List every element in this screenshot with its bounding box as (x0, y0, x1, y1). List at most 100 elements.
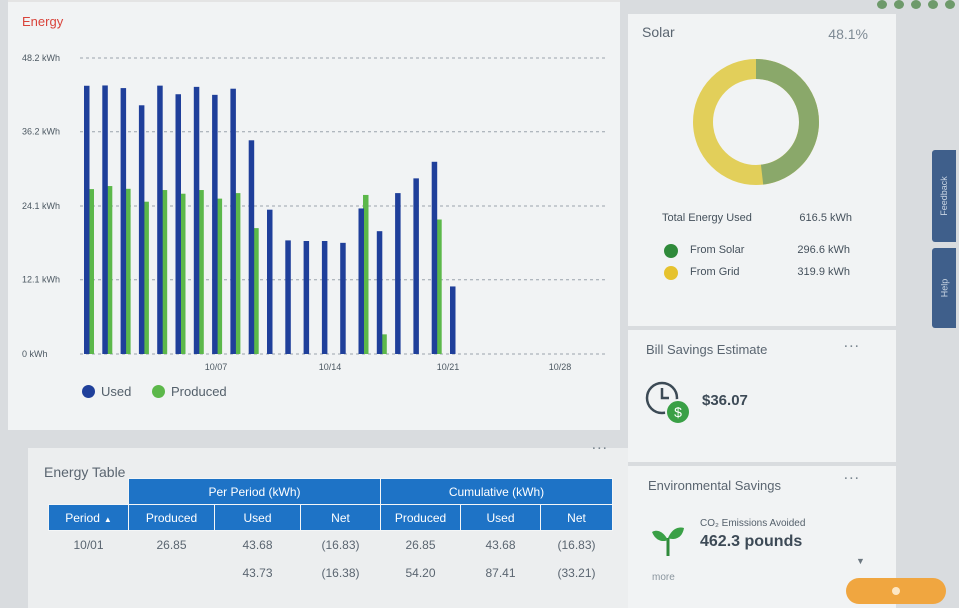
produced-column-header[interactable]: Produced (128, 504, 215, 531)
total-energy-row: Total Energy Used 616.5 kWh (662, 212, 852, 224)
produced-bar (106, 186, 113, 354)
used-bar (285, 240, 291, 354)
legend-used[interactable]: Used (82, 384, 131, 399)
used-dot-icon (82, 385, 95, 398)
produced-bar (381, 334, 387, 354)
from-solar-value: 296.6 kWh (797, 244, 850, 256)
toolbar-icon[interactable] (894, 0, 904, 9)
produced-bar (363, 194, 369, 354)
table-row: 10/01 26.85 43.68 (16.83) 26.85 43.68 (1… (49, 531, 613, 559)
used-bar (120, 88, 127, 355)
clock-dollar-icon: $ (645, 381, 691, 425)
produced-bar (125, 188, 131, 354)
used-bar (84, 85, 90, 354)
co2-value: 462.3 pounds (700, 533, 803, 550)
y-tick-label: 36.2 kWh (22, 127, 60, 137)
bill-more-button[interactable]: ... (843, 334, 860, 351)
toolbar-icon[interactable] (928, 0, 938, 9)
sort-up-icon: ▲ (103, 514, 112, 524)
toolbar-icon[interactable] (911, 0, 921, 9)
more-link[interactable]: more (652, 572, 675, 583)
used-bar (395, 193, 401, 354)
solar-donut-chart (693, 59, 819, 185)
environmental-title: Environmental Savings (648, 478, 781, 493)
from-grid-row: From Grid 319.9 kWh (690, 266, 850, 278)
help-label: Help (938, 278, 949, 298)
feedback-tab[interactable]: Feedback (932, 150, 956, 242)
energy-title: Energy (22, 14, 64, 29)
table-cell: 43.68 (242, 537, 273, 552)
toolbar-icon[interactable] (877, 0, 887, 9)
used-bar (376, 231, 383, 354)
used-bar (157, 85, 163, 354)
from-grid-label: From Grid (690, 266, 740, 278)
produced-bar (234, 193, 241, 354)
solar-title: Solar (642, 24, 675, 40)
chevron-down-icon[interactable]: ▼ (856, 556, 865, 566)
solar-leaf-icon (664, 244, 678, 258)
table-cell: (16.38) (321, 565, 360, 580)
used-bar (102, 85, 108, 354)
produced-bar (436, 219, 442, 354)
total-energy-label: Total Energy Used (662, 212, 752, 224)
co2-label: CO₂ Emissions Avoided (700, 518, 806, 529)
energy-table: Per Period (kWh) Cumulative (kWh) Period… (48, 478, 613, 587)
help-tab[interactable]: Help (932, 248, 956, 328)
used-column-header[interactable]: Used (214, 504, 301, 531)
y-tick-label: 0 kWh (22, 349, 48, 359)
table-cell: 43.68 (485, 537, 516, 552)
used-bar (193, 86, 200, 354)
table-cell: (16.83) (557, 537, 596, 552)
produced-bar (216, 198, 223, 354)
sprout-icon (652, 527, 684, 556)
cum-produced-column-header[interactable]: Produced (380, 504, 461, 531)
grid-bulb-icon (664, 266, 678, 280)
x-tick-label: 10/07 (205, 362, 228, 372)
used-bar (358, 208, 364, 354)
chat-icon (892, 587, 900, 595)
feedback-label: Feedback (939, 176, 949, 216)
solar-slice (693, 59, 819, 185)
used-bar (340, 242, 346, 354)
used-bar (138, 105, 145, 354)
env-more-button[interactable]: ... (843, 466, 860, 483)
bill-savings-amount: $36.07 (702, 392, 748, 409)
table-cell: 26.85 (405, 537, 436, 552)
legend-produced-label: Produced (171, 384, 227, 399)
bill-savings-title: Bill Savings Estimate (646, 342, 768, 357)
used-bar (212, 94, 218, 355)
produced-bar (198, 190, 204, 354)
cum-used-column-header[interactable]: Used (460, 504, 541, 531)
table-cell: 87.41 (485, 565, 516, 580)
table-cell (129, 559, 215, 587)
used-bar (267, 209, 273, 354)
period-column-header[interactable]: Period ▲ (48, 504, 129, 531)
energy-table-panel: ... Energy Table Per Period (kWh) Cumula… (28, 436, 628, 608)
from-solar-row: From Solar 296.6 kWh (690, 244, 850, 256)
cumulative-header: Cumulative (kWh) (380, 478, 613, 505)
table-cell: (16.83) (321, 537, 360, 552)
y-tick-label: 48.2 kWh (22, 53, 60, 63)
table-cell: (33.21) (557, 565, 596, 580)
net-column-header[interactable]: Net (300, 504, 381, 531)
table-cell: 10/01 (73, 537, 104, 552)
table-cell: 54.20 (405, 565, 436, 580)
solar-panel: Solar 48.1% Total Energy Used 616.5 kWh … (628, 14, 896, 326)
bill-savings-panel: Bill Savings Estimate ... $ $36.07 (628, 330, 896, 462)
from-grid-value: 319.9 kWh (797, 266, 850, 278)
table-more-button[interactable]: ... (591, 436, 608, 453)
y-tick-label: 12.1 kWh (22, 275, 60, 285)
table-row: 43.73 (16.38) 54.20 87.41 (33.21) (49, 559, 613, 587)
top-toolbar-icons (779, 0, 959, 12)
legend-produced[interactable]: Produced (152, 384, 227, 399)
used-bar (413, 178, 419, 354)
toolbar-icon[interactable] (945, 0, 955, 9)
cum-net-column-header[interactable]: Net (540, 504, 613, 531)
produced-bar (88, 189, 94, 354)
total-energy-value: 616.5 kWh (799, 212, 852, 224)
used-bar (321, 241, 328, 354)
produced-dot-icon (152, 385, 165, 398)
chat-button[interactable] (846, 578, 946, 604)
used-bar (303, 241, 310, 354)
solar-percent: 48.1% (828, 26, 868, 42)
